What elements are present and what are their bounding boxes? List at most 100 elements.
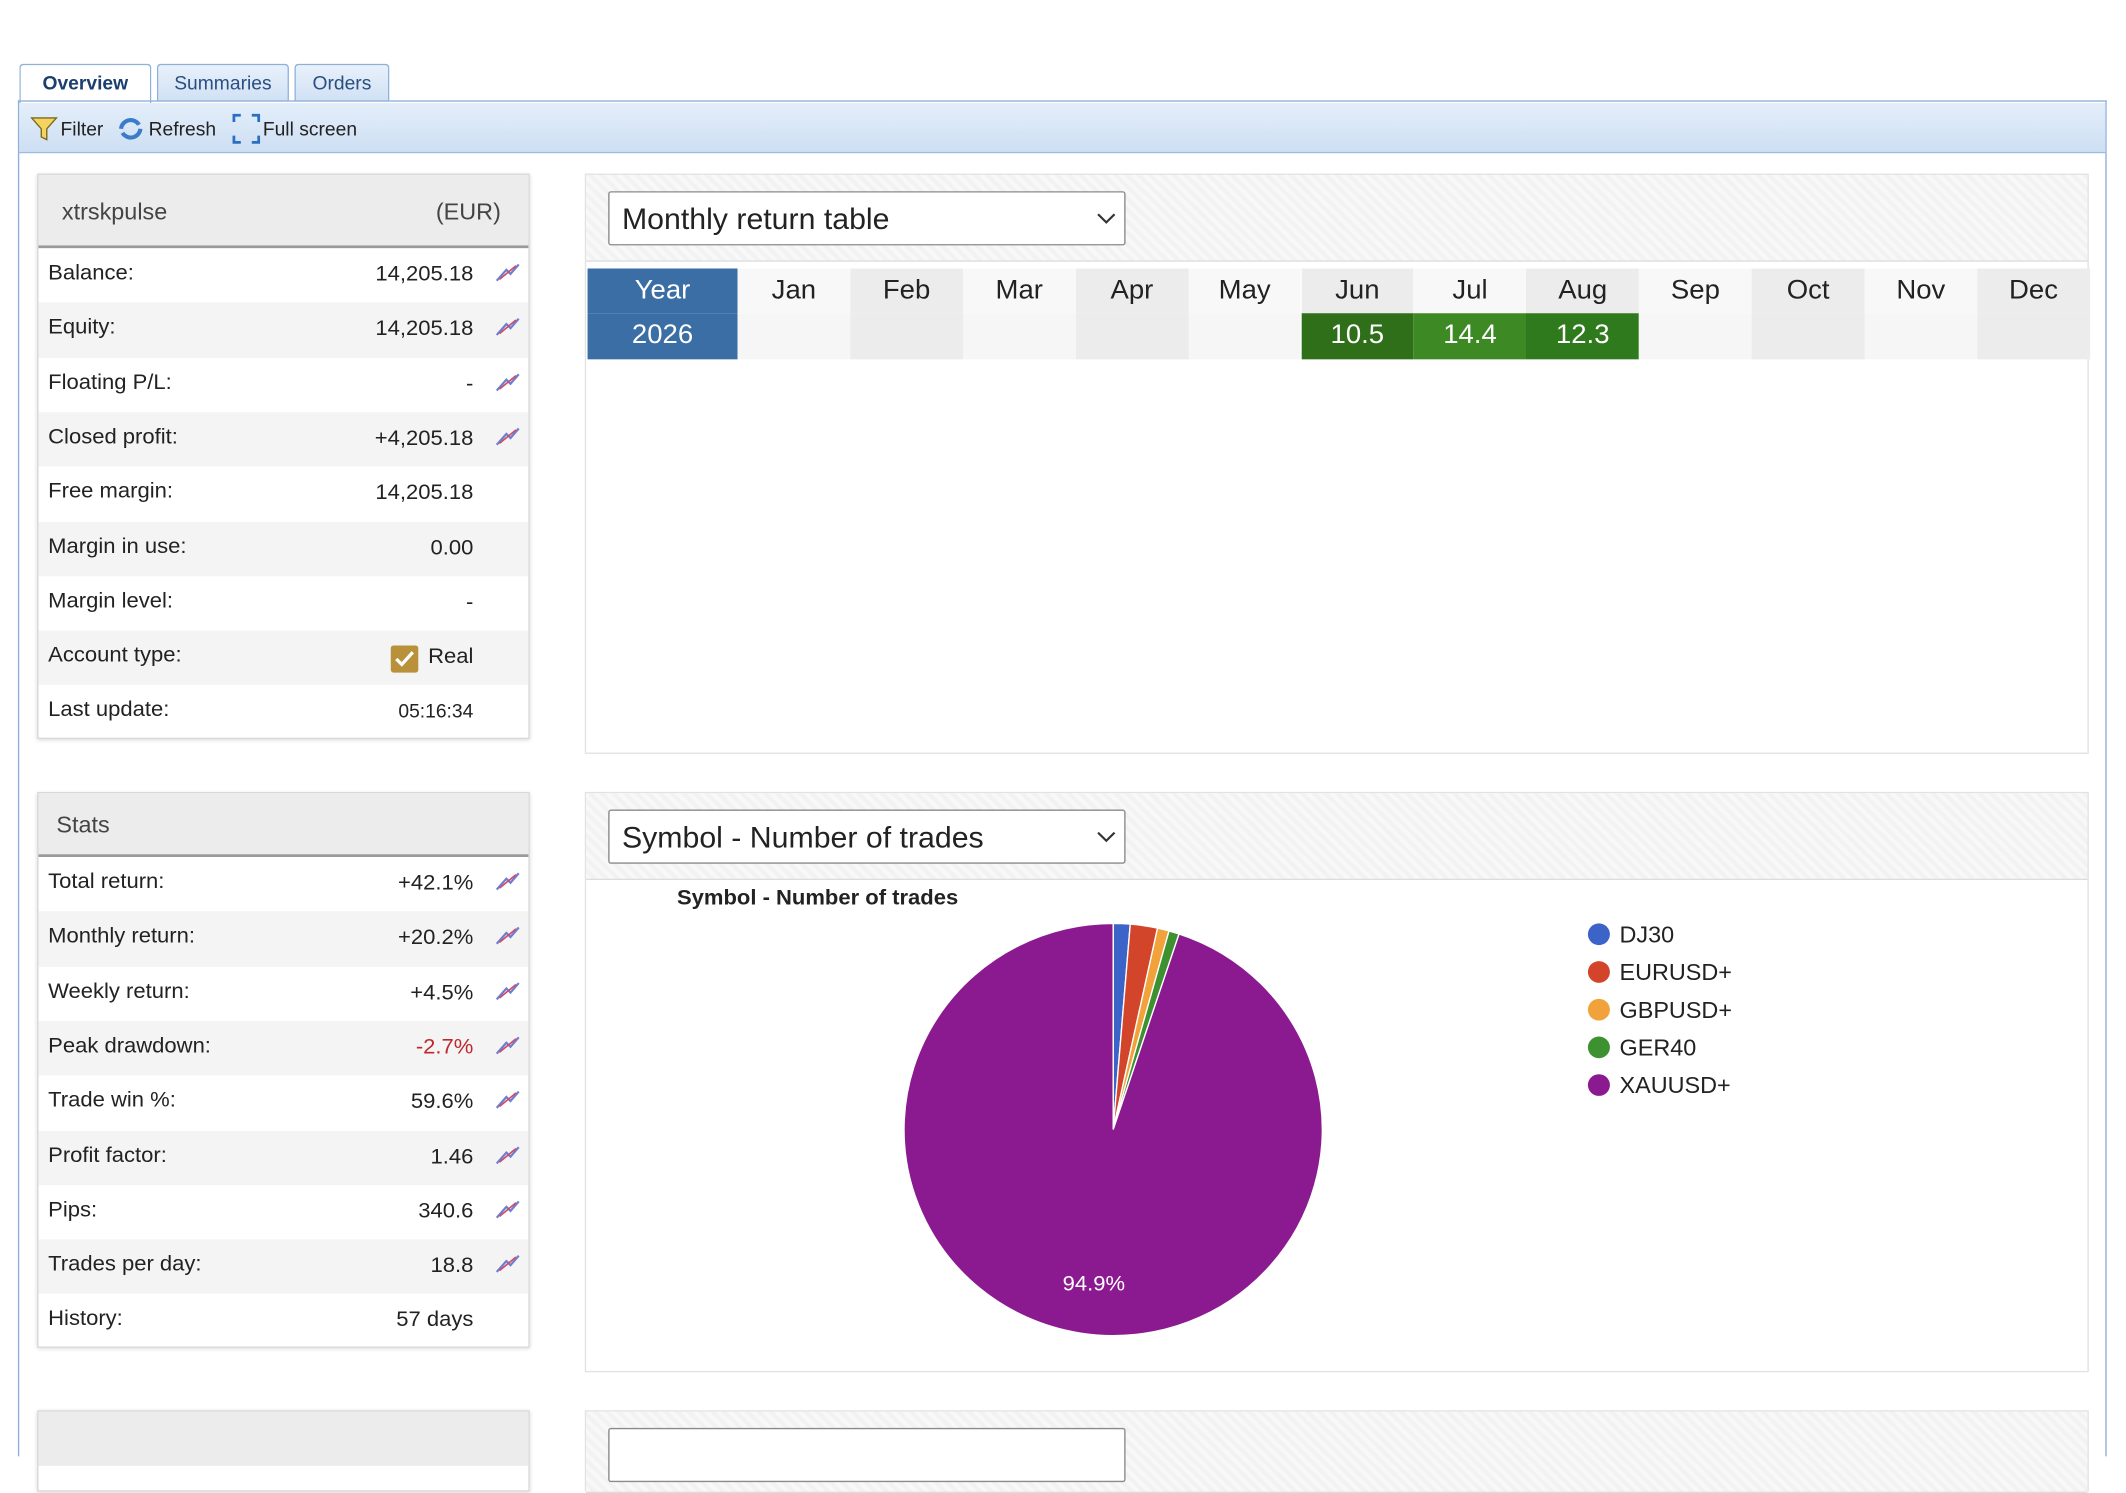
row-value: 59.6%: [410, 1090, 474, 1114]
chart-icon[interactable]: [494, 1252, 522, 1283]
row-label: Monthly return:: [48, 925, 196, 949]
refresh-button[interactable]: Refresh: [148, 117, 217, 140]
chart-icon[interactable]: [494, 978, 522, 1009]
legend-marker: [1587, 1036, 1610, 1059]
content-frame: [17, 100, 2107, 1457]
table-cell: [1639, 313, 1752, 360]
chart-icon[interactable]: [494, 260, 522, 291]
row-label: Profit factor:: [48, 1143, 167, 1167]
row-value: 1.46: [430, 1145, 474, 1169]
info-row: Balance: 14,205.18: [39, 248, 529, 303]
info-row: Margin level: -: [39, 576, 529, 631]
monthly-select-text: Monthly return table: [621, 202, 890, 236]
info-row: History: 57 days: [39, 1294, 529, 1349]
tab-orders[interactable]: Orders: [294, 63, 390, 102]
table-header-cell: Feb: [850, 268, 963, 314]
table-header-cell: Year: [587, 268, 738, 314]
row-value: +4.5%: [410, 981, 474, 1005]
legend-label: EURUSD+: [1620, 959, 1732, 985]
refresh-icon: [119, 118, 143, 140]
row-value: +20.2%: [398, 926, 474, 950]
chart-icon[interactable]: [494, 924, 522, 955]
row-value: 340.6: [418, 1199, 474, 1223]
pie-chart: Symbol - Number of trades DJ30 EURUSD+ GBP…: [677, 885, 1732, 1337]
body: Overview Summaries Orders Filter Refresh…: [17, 63, 2107, 1493]
chart-icon[interactable]: [494, 869, 522, 900]
pie-select[interactable]: Symbol - Number of trades: [608, 809, 1126, 864]
table-header-cell: May: [1188, 268, 1301, 314]
row-value: 05:16:34: [398, 700, 474, 722]
tab-summaries[interactable]: Summaries: [156, 63, 289, 102]
row-value: -: [466, 590, 474, 614]
info-row: Floating P/L: -: [39, 357, 529, 412]
table-header-cell: Oct: [1751, 268, 1865, 314]
table-header-cell: Nov: [1864, 268, 1978, 314]
chart-icon[interactable]: [494, 315, 522, 346]
row-value: +4,205.18: [374, 426, 474, 451]
info-row: Peak drawdown: -2.7%: [38, 1020, 529, 1076]
fullscreen-button[interactable]: Full screen: [262, 117, 358, 140]
pie-panel: Symbol - Number of trades: [584, 791, 2089, 1373]
row-value: -: [466, 372, 474, 396]
account-name: xtrskpulse: [61, 199, 168, 226]
row-label: Last update:: [48, 698, 170, 722]
account-header: xtrskpulse (EUR): [38, 174, 529, 249]
chart-icon[interactable]: [494, 1197, 522, 1228]
row-label: Free margin:: [48, 480, 173, 504]
dropdown-arrow: [1097, 831, 1116, 843]
tab-overview[interactable]: Overview: [19, 63, 152, 104]
pie-select-text: Symbol - Number of trades: [621, 820, 984, 855]
info-row: Margin in use: 0.00: [38, 521, 529, 577]
legend-label: XAUUSD+: [1620, 1072, 1731, 1098]
row-label: Account type:: [48, 644, 182, 668]
chart-icon[interactable]: [494, 1142, 522, 1173]
row-value: -2.7%: [415, 1035, 474, 1059]
legend-marker: [1587, 923, 1610, 946]
pie-slice: [903, 922, 1324, 1337]
row-label: Weekly return:: [48, 979, 190, 1003]
legend-label: DJ30: [1620, 922, 1675, 948]
info-row: Account type: Real: [38, 630, 529, 686]
legend-label: GBPUSD+: [1620, 997, 1732, 1023]
info-row: Profit factor: 1.46: [38, 1130, 529, 1185]
filter-button[interactable]: Filter: [60, 117, 104, 140]
checkbox[interactable]: [390, 645, 419, 673]
info-row: Trades per day: 18.8: [38, 1239, 529, 1295]
stats-title: Stats: [56, 812, 110, 839]
table-cell: [1075, 313, 1189, 360]
dropdown-arrow: [1097, 213, 1116, 224]
monthly-select[interactable]: Monthly return table: [608, 191, 1126, 246]
row-value: 0.00: [430, 536, 474, 560]
chart-icon[interactable]: [494, 370, 522, 401]
row-value: 14,205.18: [375, 317, 474, 341]
fullscreen-icon: [232, 113, 261, 144]
row-label: Floating P/L:: [48, 370, 172, 395]
bottom-select[interactable]: [608, 1427, 1126, 1483]
row-label: Trades per day:: [48, 1253, 202, 1277]
chart-icon[interactable]: [494, 1088, 522, 1119]
info-row: Equity: 14,205.18: [38, 302, 529, 358]
table-cell: [962, 313, 1076, 360]
chart-icon[interactable]: [494, 424, 522, 455]
toolbar: Filter Refresh Full screen: [19, 103, 2106, 154]
table-header-cell: Dec: [1977, 268, 2090, 314]
info-row: Monthly return: +20.2%: [38, 911, 529, 967]
page: Overview { "tabs": ["Overview", "Summari…: [17, 63, 2107, 1493]
row-value: Real: [428, 645, 474, 669]
table-cell: 10.5: [1301, 313, 1414, 360]
chart-icon[interactable]: [494, 1033, 522, 1064]
row-value: +42.1%: [398, 871, 474, 895]
table-header-cell: Aug: [1526, 268, 1640, 314]
row-label: Pips:: [48, 1198, 98, 1222]
row-label: History:: [48, 1307, 123, 1331]
row-value: 57 days: [396, 1309, 474, 1333]
risk-panel: [37, 1410, 530, 1492]
table-header-cell: Jul: [1413, 268, 1527, 314]
info-row: Closed profit: +4,205.18: [38, 412, 529, 467]
table-cell: [737, 313, 851, 360]
table-header-cell: Sep: [1639, 268, 1752, 314]
monthly-panel: Monthly return table Year Jan Feb Mar Apr May…: [584, 173, 2090, 754]
info-row: Pips: 340.6: [39, 1185, 529, 1240]
info-row: Trade win %: 59.6%: [39, 1076, 529, 1131]
table-cell: 2026: [587, 313, 738, 360]
